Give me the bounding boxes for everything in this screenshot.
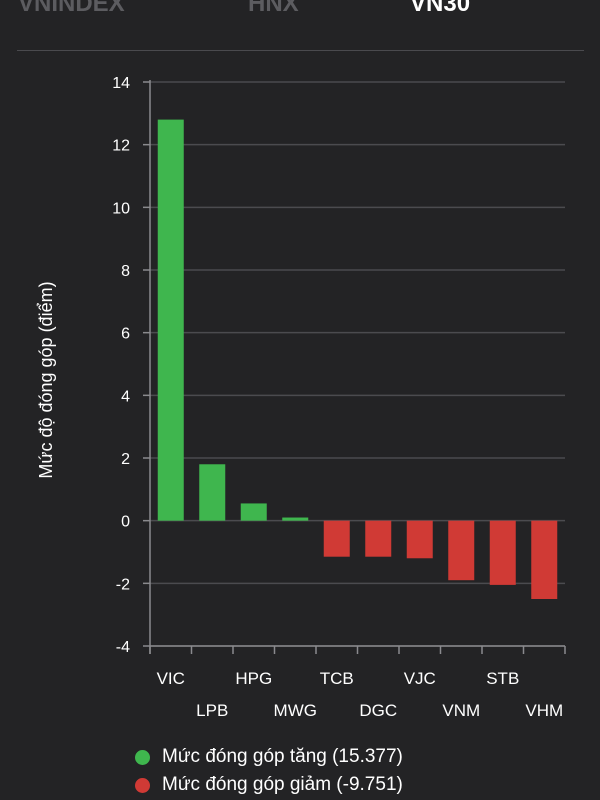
- tab-divider: [17, 50, 584, 51]
- tab-vnindex[interactable]: VNINDEX: [18, 0, 125, 17]
- axes: [143, 80, 566, 654]
- bar-tcb[interactable]: [323, 520, 350, 557]
- index-tabs: VNINDEX HNX VN30: [0, 0, 600, 52]
- bar-vhm[interactable]: [531, 520, 558, 599]
- x-tick-label: MWG: [274, 701, 317, 720]
- chart-legend: Mức đóng góp tăng (15.377) Mức đóng góp …: [135, 743, 403, 799]
- bar-vjc[interactable]: [406, 520, 433, 559]
- y-tick-label: 14: [112, 75, 130, 92]
- legend-dot-decrease: [135, 777, 150, 793]
- legend-label-increase: Mức đóng góp tăng (15.377): [162, 746, 403, 767]
- y-tick-label: 10: [112, 200, 130, 217]
- y-tick-label: 4: [121, 388, 130, 405]
- y-tick-label: 12: [112, 138, 130, 155]
- y-axis-label: Mức độ đóng góp (điểm): [36, 281, 56, 478]
- y-tick-label: 2: [121, 451, 130, 468]
- y-tick-label: 8: [121, 263, 130, 280]
- y-tick-label: -4: [116, 639, 130, 656]
- bar-vnm[interactable]: [448, 520, 475, 581]
- y-tick-label: 0: [121, 514, 130, 531]
- x-tick-label: STB: [486, 669, 519, 688]
- tab-hnx[interactable]: HNX: [248, 0, 299, 17]
- legend-item-decrease[interactable]: Mức đóng góp giảm (-9.751): [135, 771, 403, 799]
- x-tick-label: LPB: [196, 701, 228, 720]
- tab-vn30[interactable]: VN30: [410, 0, 471, 17]
- legend-label-decrease: Mức đóng góp giảm (-9.751): [162, 774, 403, 795]
- bar-hpg[interactable]: [240, 503, 267, 521]
- bars: [157, 119, 558, 599]
- legend-item-increase[interactable]: Mức đóng góp tăng (15.377): [135, 743, 403, 771]
- x-tick-label: DGC: [359, 701, 397, 720]
- x-tick-label: VJC: [404, 669, 436, 688]
- x-tick-label: VIC: [157, 669, 185, 688]
- x-tick-label: VNM: [442, 701, 480, 720]
- y-tick-label: 6: [121, 326, 130, 343]
- x-tick-label: VHM: [525, 701, 563, 720]
- bar-stb[interactable]: [489, 520, 516, 585]
- x-tick-label: TCB: [320, 669, 354, 688]
- legend-dot-increase: [135, 749, 150, 765]
- bar-dgc[interactable]: [365, 520, 392, 557]
- bar-mwg[interactable]: [282, 517, 309, 521]
- y-tick-label: -2: [116, 576, 130, 593]
- x-tick-label: HPG: [235, 669, 272, 688]
- bar-vic[interactable]: [157, 119, 184, 521]
- bar-lpb[interactable]: [199, 464, 226, 521]
